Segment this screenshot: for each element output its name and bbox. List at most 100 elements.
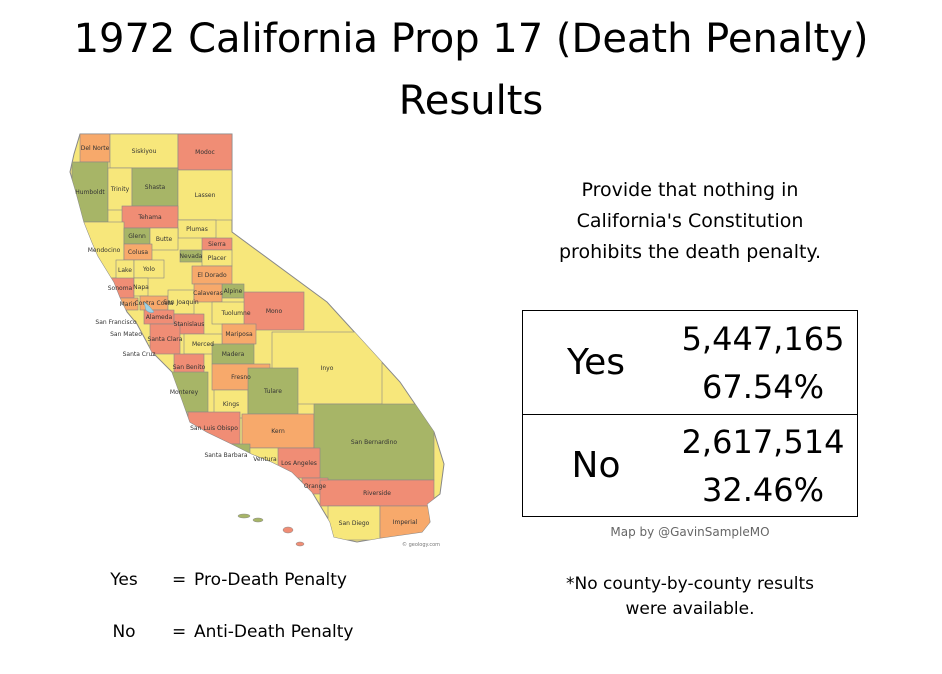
county-label: Marin bbox=[120, 301, 137, 308]
channel-islands bbox=[237, 513, 305, 547]
county-label: Siskiyou bbox=[132, 148, 157, 155]
county-label: Merced bbox=[192, 341, 214, 348]
county-yolo bbox=[133, 259, 165, 279]
county-label: Santa Barbara bbox=[204, 452, 247, 459]
county-label: Del Norte bbox=[81, 145, 110, 152]
county-label: Napa bbox=[133, 284, 149, 291]
county-label: San Luis Obispo bbox=[190, 425, 238, 432]
map-credit: Map by @GavinSampleMO bbox=[610, 525, 770, 539]
county-label: Madera bbox=[222, 351, 245, 358]
county-label: Lake bbox=[118, 267, 132, 274]
legend-sep: = bbox=[172, 570, 187, 590]
county-label: San Mateo bbox=[110, 331, 142, 338]
county-lassen bbox=[177, 169, 233, 221]
county-label: Santa Clara bbox=[148, 336, 183, 343]
county-label: San Benito bbox=[173, 364, 206, 371]
county-label: Los Angeles bbox=[281, 460, 317, 467]
county-label: Monterey bbox=[170, 389, 199, 396]
county-label: Trinity bbox=[110, 186, 130, 193]
county-label: Tehama bbox=[137, 214, 162, 221]
county-label: San Francisco bbox=[95, 319, 137, 326]
description-line-3: prohibits the death penalty. bbox=[558, 241, 821, 263]
island-3 bbox=[282, 526, 294, 534]
map-svg: Del Norte Siskiyou Modoc Humboldt Trinity Sha… bbox=[69, 133, 445, 548]
county-butte bbox=[149, 227, 179, 251]
description-line-2: California's Constitution bbox=[576, 210, 804, 232]
title-line-2: Results bbox=[398, 78, 544, 124]
county-label: Fresno bbox=[231, 374, 251, 381]
county-label: Modoc bbox=[195, 149, 215, 156]
legend-key: No bbox=[112, 622, 136, 642]
county-label: Yolo bbox=[142, 266, 155, 273]
county-del-norte bbox=[79, 134, 111, 163]
county-label: Mono bbox=[266, 308, 283, 315]
legend-item-yes: Yes = Pro-Death Penalty bbox=[100, 570, 420, 600]
yes-label: Yes bbox=[566, 342, 626, 383]
county-label: Humboldt bbox=[75, 189, 105, 196]
county-label: San Diego bbox=[339, 520, 370, 527]
county-siskiyou bbox=[109, 134, 179, 169]
county-trinity bbox=[107, 167, 133, 211]
description-line-1: Provide that nothing in bbox=[581, 179, 799, 201]
county-label: Alpine bbox=[224, 288, 243, 295]
county-label: Mendocino bbox=[88, 247, 121, 254]
legend-item-no: No = Anti-Death Penalty bbox=[100, 622, 420, 652]
county-label: Kings bbox=[223, 401, 239, 408]
county-label: Butte bbox=[156, 236, 173, 243]
island-2 bbox=[252, 517, 264, 523]
footnote-line-1: *No county-by-county results bbox=[566, 574, 814, 594]
county-label: San Bernardino bbox=[351, 439, 397, 446]
measure-description: Provide that nothing in California's Con… bbox=[520, 175, 860, 268]
footnote-line-2: were available. bbox=[625, 599, 755, 619]
yes-percent: 67.54% bbox=[701, 368, 824, 406]
county-labels: Del Norte Siskiyou Modoc Humboldt Trinity Sha… bbox=[75, 145, 417, 527]
county-label: Tuolumne bbox=[220, 310, 250, 317]
title-line-1: 1972 California Prop 17 (Death Penalty) bbox=[73, 16, 869, 62]
county-san-bernardino bbox=[313, 403, 435, 481]
county-calaveras bbox=[193, 283, 223, 303]
county-label: Santa Cruz bbox=[123, 351, 156, 358]
county-tulare bbox=[247, 367, 299, 415]
county-label: Ventura bbox=[253, 456, 277, 463]
county-santa-clara bbox=[149, 323, 181, 355]
county-label: Sierra bbox=[208, 241, 226, 248]
county-label: Mariposa bbox=[225, 331, 253, 338]
county-label: Tulare bbox=[263, 388, 282, 395]
county-label: Lassen bbox=[195, 192, 216, 199]
footnote: *No county-by-county results were availa… bbox=[530, 572, 850, 622]
county-label: Plumas bbox=[186, 226, 208, 233]
county-label: Imperial bbox=[393, 519, 418, 526]
legend-sep: = bbox=[172, 622, 187, 642]
county-label: Glenn bbox=[128, 233, 146, 240]
yes-votes: 5,447,165 bbox=[681, 320, 845, 358]
county-label: Shasta bbox=[145, 184, 166, 191]
no-votes: 2,617,514 bbox=[681, 423, 845, 461]
county-label: San Joaquin bbox=[163, 299, 199, 306]
county-label: Kern bbox=[271, 428, 285, 435]
county-label: El Dorado bbox=[197, 272, 227, 279]
county-kern bbox=[241, 413, 315, 449]
county-label: Inyo bbox=[321, 365, 334, 372]
results-table: Yes 5,447,165 67.54% No 2,617,514 32.46% bbox=[522, 310, 858, 517]
county-mono bbox=[243, 291, 305, 331]
county-label: Placer bbox=[208, 255, 227, 262]
county-label: Nevada bbox=[180, 253, 203, 260]
legend-meaning: Pro-Death Penalty bbox=[194, 570, 347, 590]
results-row-yes: Yes 5,447,165 67.54% bbox=[523, 311, 857, 415]
california-county-map: Del Norte Siskiyou Modoc Humboldt Trinity Sha… bbox=[62, 132, 452, 552]
island-1 bbox=[237, 513, 251, 519]
county-label: Sonoma bbox=[108, 285, 133, 292]
legend-key: Yes bbox=[110, 570, 138, 590]
county-label: Orange bbox=[304, 483, 326, 490]
county-label: Stanislaus bbox=[174, 321, 205, 328]
county-modoc bbox=[177, 134, 233, 171]
no-percent: 32.46% bbox=[701, 471, 824, 509]
page-title: 1972 California Prop 17 (Death Penalty) … bbox=[0, 8, 942, 132]
sf-bay bbox=[143, 301, 155, 313]
county-label: Riverside bbox=[363, 490, 391, 497]
county-label: Contra Costa bbox=[134, 300, 173, 307]
legend-meaning: Anti-Death Penalty bbox=[194, 622, 354, 642]
no-label: No bbox=[571, 445, 621, 486]
results-row-no: No 2,617,514 32.46% bbox=[523, 414, 857, 517]
island-4 bbox=[295, 541, 305, 547]
